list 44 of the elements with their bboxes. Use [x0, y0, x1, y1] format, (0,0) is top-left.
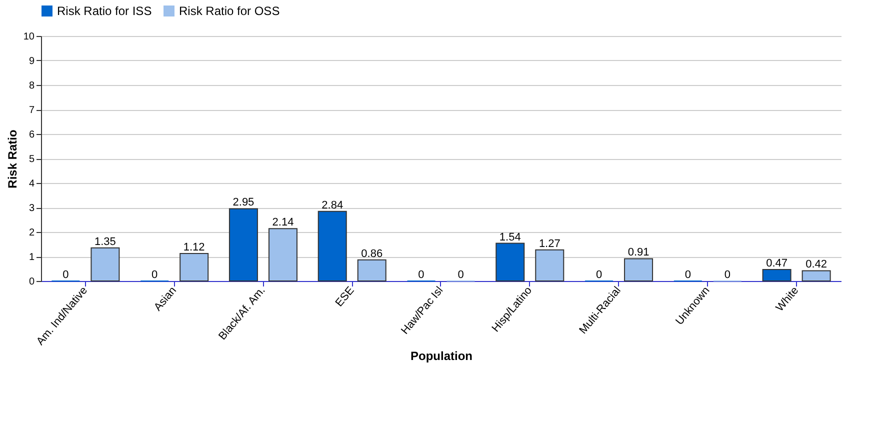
data-label: 0.47	[766, 257, 788, 270]
bar	[90, 247, 120, 282]
bar	[496, 242, 525, 282]
bar	[318, 210, 347, 282]
bar	[357, 259, 386, 282]
bar	[228, 208, 258, 282]
y-axis-title: Risk Ratio	[5, 130, 20, 188]
data-label: 0	[724, 269, 730, 281]
y-tick-label: 10	[23, 32, 35, 42]
data-label: 0	[62, 269, 69, 281]
data-label: 0.91	[628, 246, 650, 259]
data-label: 1.35	[94, 236, 116, 248]
y-tick-label: 3	[28, 203, 35, 214]
x-axis-title: Population	[410, 348, 472, 363]
data-label: 2.84	[322, 199, 344, 212]
y-tick-label: 8	[28, 80, 35, 92]
y-tick-label: 5	[28, 154, 35, 165]
data-label: 0	[684, 269, 691, 281]
y-tick-label: 7	[28, 105, 35, 116]
bar	[762, 268, 792, 282]
legend-label: Risk Ratio for ISS	[57, 4, 152, 18]
data-label: 0	[458, 269, 464, 281]
bar	[802, 270, 831, 282]
data-label: 0	[596, 269, 602, 281]
y-tick-label: 2	[28, 228, 35, 238]
y-tick-label: 6	[28, 130, 35, 140]
data-label: 0.86	[361, 248, 383, 260]
data-label: 1.12	[183, 242, 205, 254]
data-label: 1.27	[538, 238, 560, 250]
bar	[624, 258, 654, 282]
y-tick-label: 4	[28, 178, 35, 190]
data-label: 0	[418, 269, 424, 281]
y-tick-label: 1	[28, 252, 35, 263]
bar	[180, 253, 209, 282]
bar	[268, 228, 298, 282]
y-tick-label: 0	[28, 276, 35, 288]
data-label: 0.42	[806, 258, 828, 271]
y-tick-label: 9	[28, 56, 35, 67]
bar	[535, 249, 564, 282]
data-label: 2.14	[272, 216, 294, 229]
data-label: 2.95	[232, 196, 254, 209]
data-label: 1.54	[499, 231, 521, 244]
data-label: 0	[152, 269, 158, 281]
legend-label: Risk Ratio for OSS	[179, 4, 280, 18]
